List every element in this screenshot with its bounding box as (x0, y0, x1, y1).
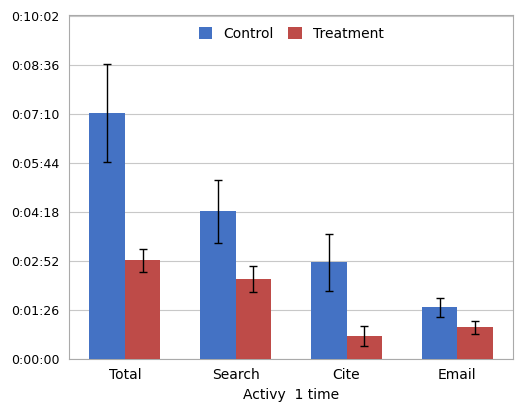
Bar (236, 279, 271, 358)
Bar (311, 263, 346, 358)
X-axis label: Activy  1 time: Activy 1 time (243, 388, 339, 402)
Bar (90, 113, 125, 358)
Bar (457, 328, 493, 358)
Legend: Control, Treatment: Control, Treatment (193, 21, 389, 47)
Bar (346, 336, 382, 358)
Bar (422, 307, 457, 358)
Bar (200, 211, 236, 358)
Bar (125, 260, 160, 358)
